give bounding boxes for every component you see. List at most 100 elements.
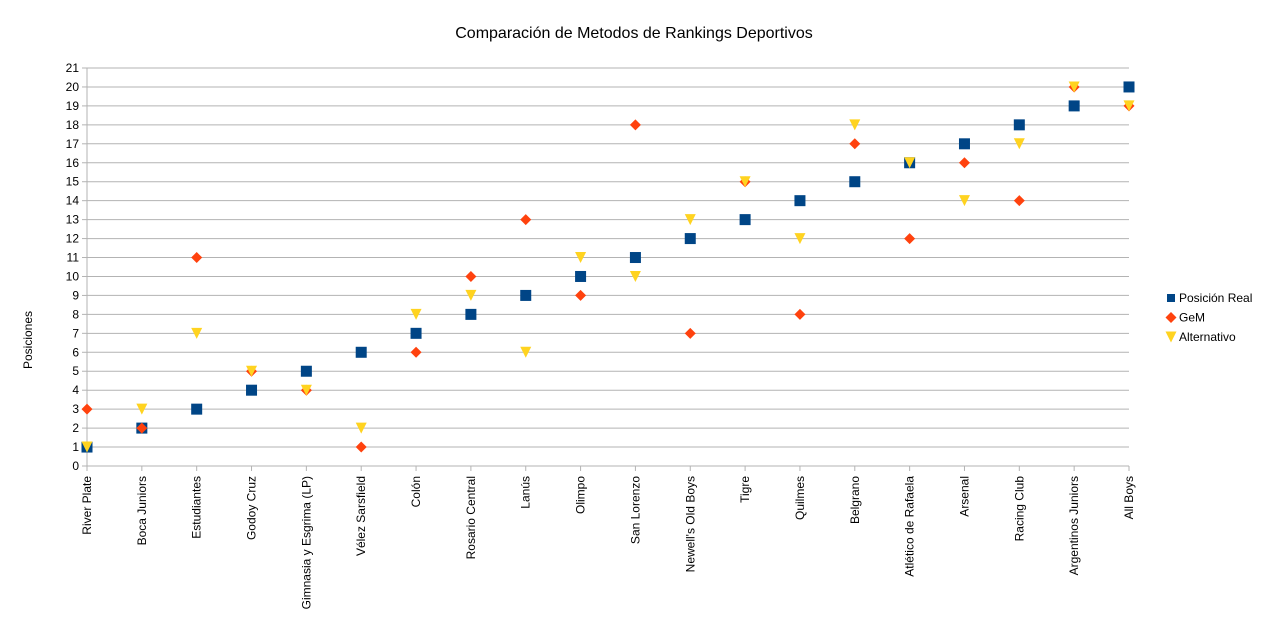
legend-marker-square xyxy=(1167,294,1175,302)
point-diamond xyxy=(410,346,422,358)
point-triangle-down xyxy=(191,327,203,339)
point-triangle-down xyxy=(794,233,806,245)
point-triangle-down xyxy=(575,252,587,264)
point-square xyxy=(1013,119,1025,131)
point-diamond xyxy=(904,233,916,245)
point-diamond xyxy=(355,441,367,453)
point-diamond xyxy=(629,119,641,131)
y-tick-label: 17 xyxy=(66,137,80,151)
y-tick-label: 4 xyxy=(72,383,79,397)
point-triangle-down xyxy=(81,441,93,453)
y-tick-label: 1 xyxy=(72,440,79,454)
y-tick-label: 11 xyxy=(67,251,80,265)
x-tick-label: Belgrano xyxy=(848,476,862,524)
point-square xyxy=(1123,81,1135,93)
point-square xyxy=(465,308,477,320)
y-tick-label: 19 xyxy=(66,99,80,113)
point-triangle-down xyxy=(904,157,916,169)
point-square xyxy=(300,365,312,377)
axes xyxy=(82,67,1130,471)
x-tick-label: Argentinos Juniors xyxy=(1067,476,1081,575)
x-tick-label: Vélez Sarsfield xyxy=(354,476,368,556)
x-tick-label: Racing Club xyxy=(1012,476,1026,542)
y-tick-label: 20 xyxy=(66,80,80,94)
point-triangle-down xyxy=(1013,138,1025,150)
point-triangle-down xyxy=(355,422,367,434)
point-triangle-down xyxy=(1068,81,1080,93)
y-tick-label: 8 xyxy=(72,307,79,321)
grid-lines xyxy=(87,67,1129,448)
point-triangle-down xyxy=(520,346,532,358)
data-points xyxy=(81,81,1135,453)
point-triangle-down xyxy=(410,308,422,320)
x-tick-label: Tigre xyxy=(738,476,752,503)
legend-label: Alternativo xyxy=(1179,330,1236,344)
point-square xyxy=(629,252,641,264)
legend-label: GeM xyxy=(1179,311,1205,325)
point-square xyxy=(1068,100,1080,112)
point-triangle-down xyxy=(739,176,751,188)
x-tick-label: Olimpo xyxy=(574,476,588,514)
y-tick-label: 16 xyxy=(66,156,80,170)
y-tick-label: 7 xyxy=(72,326,79,340)
point-triangle-down xyxy=(300,384,312,396)
point-square xyxy=(794,195,806,207)
y-tick-label: 21 xyxy=(66,61,80,75)
point-square xyxy=(575,270,587,282)
point-diamond xyxy=(465,270,477,282)
x-tick-label: Rosario Central xyxy=(464,476,478,559)
x-tick-label: Gimnasia y Esgrima (LP) xyxy=(299,476,313,609)
point-diamond xyxy=(1013,195,1025,207)
point-diamond xyxy=(849,138,861,150)
point-diamond xyxy=(575,289,587,301)
legend-marker-triangle-down xyxy=(1165,331,1177,343)
y-tick-label: 18 xyxy=(66,118,80,132)
x-tick-label: Estudiantes xyxy=(190,476,204,539)
y-tick-label: 14 xyxy=(66,194,80,208)
y-tick-label: 12 xyxy=(66,232,80,246)
legend-label: Posición Real xyxy=(1179,291,1252,305)
y-tick-label: 13 xyxy=(66,213,80,227)
point-triangle-down xyxy=(1123,100,1135,112)
x-tick-label: Godoy Cruz xyxy=(245,476,259,540)
x-tick-label: Arsenal xyxy=(957,476,971,517)
x-tick-label: Quilmes xyxy=(793,476,807,520)
x-tick-label: San Lorenzo xyxy=(628,476,642,544)
point-square xyxy=(355,346,367,358)
x-tick-label: Newell's Old Boys xyxy=(683,476,697,572)
y-tick-label: 6 xyxy=(72,345,79,359)
x-tick-label: Lanús xyxy=(519,476,533,509)
x-tick-label: Boca Juniors xyxy=(135,476,149,545)
point-square xyxy=(410,327,422,339)
legend: Posición Real GeM Alternativo xyxy=(1165,291,1252,344)
point-diamond xyxy=(81,403,93,415)
chart-title: Comparación de Metodos de Rankings Depor… xyxy=(455,25,813,42)
y-axis-label: Posiciones xyxy=(21,311,35,369)
point-diamond xyxy=(794,308,806,320)
x-tick-label: River Plate xyxy=(80,476,94,535)
point-square xyxy=(246,384,258,396)
point-triangle-down xyxy=(684,214,696,226)
point-square xyxy=(958,138,970,150)
point-diamond xyxy=(191,252,203,264)
point-square xyxy=(739,214,751,226)
point-triangle-down xyxy=(629,270,641,282)
point-triangle-down xyxy=(246,365,258,377)
point-triangle-down xyxy=(849,119,861,131)
y-tick-label: 2 xyxy=(72,421,79,435)
y-tick-label: 9 xyxy=(72,288,79,302)
x-tick-label: Colón xyxy=(409,476,423,507)
point-diamond xyxy=(520,214,532,226)
y-tick-label: 5 xyxy=(72,364,79,378)
y-tick-label: 3 xyxy=(72,402,79,416)
point-triangle-down xyxy=(136,403,148,415)
y-tick-label: 15 xyxy=(66,175,80,189)
point-square xyxy=(684,233,696,245)
point-square xyxy=(520,289,532,301)
point-diamond xyxy=(136,422,148,434)
point-diamond xyxy=(684,327,696,339)
y-tick-label: 10 xyxy=(66,269,80,283)
x-tick-labels: River Plate Boca Juniors Estudiantes Godoy … xyxy=(80,476,1136,610)
point-triangle-down xyxy=(465,289,477,301)
